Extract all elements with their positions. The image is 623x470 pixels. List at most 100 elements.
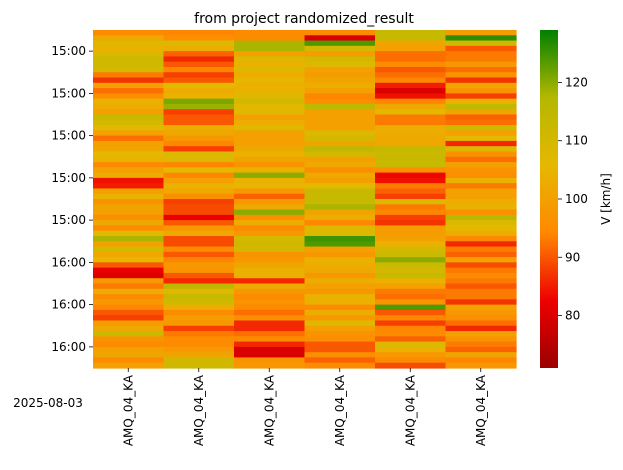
heatmap-cell [163,199,235,205]
heatmap-cell [234,56,306,63]
heatmap-cell [304,77,376,84]
heatmap-cell [304,162,376,168]
heatmap-cell [93,93,165,100]
heatmap-cell [163,214,235,221]
heatmap-cell [445,299,517,306]
heatmap-cell [304,262,376,269]
heatmap-cell [304,135,376,142]
heatmap-cell [93,325,165,332]
heatmap-cell [93,167,165,174]
heatmap-cell [163,40,235,47]
heatmap-cell [304,272,376,279]
heatmap-cell [163,77,235,84]
heatmap-cell [163,320,235,327]
heatmap-cell [234,304,306,311]
heatmap-cell [304,315,376,322]
heatmap-cell [163,167,235,174]
heatmap-cell [445,167,517,174]
heatmap-cell [234,35,306,42]
heatmap-cell [93,35,165,42]
heatmap-cell [163,93,235,100]
heatmap-cell [93,40,165,47]
heatmap-cell [93,125,165,131]
heatmap-cell [304,103,376,110]
heatmap-cell [234,72,306,79]
colorbar-label: V [km/h] [599,173,613,225]
y-tick-label: 16:00 [51,298,86,312]
heatmap-cell [304,199,376,205]
heatmap-cell [445,235,517,242]
heatmap-cell [304,125,376,131]
chart-title: from project randomized_result [194,11,414,27]
heatmap-cell [93,177,165,184]
heatmap-cell [163,235,235,242]
heatmap-cell [234,283,306,290]
y-tick-label: 16:00 [51,255,86,269]
heatmap-cell [375,140,447,147]
heatmap-cell [304,251,376,258]
heatmap-cell [163,51,235,58]
heatmap-cell [163,193,235,200]
heatmap-cell [163,162,235,168]
heatmap-cell [375,151,447,158]
heatmap-cell [375,103,447,110]
heatmap-cell [93,288,165,295]
heatmap-cell [445,140,517,147]
heatmap-cell [93,130,165,137]
heatmap-cell [445,77,517,84]
colorbar-tick-label: 80 [565,309,580,323]
heatmap-cell [445,220,517,227]
heatmap-cell [375,220,447,227]
heatmap-cell [445,283,517,290]
heatmap-cell [304,331,376,337]
heatmap-cell [163,357,235,364]
heatmap-cell [234,209,306,216]
heatmap-cell [304,188,376,195]
heatmap-cell [304,346,376,353]
heatmap-cell [93,331,165,337]
heatmap-cell [375,156,447,163]
colorbar-tick-label: 110 [565,134,588,148]
heatmap-cell [93,362,165,369]
heatmap-cell [304,88,376,94]
y-tick-label: 15:00 [51,213,86,227]
heatmap-cell [304,109,376,116]
heatmap-cells [93,30,517,369]
y-axis: 15:00 15:00 15:00 15:00 15:00 16:00 16:00 16:00 [51,44,93,354]
heatmap-cell [163,183,235,190]
heatmap-cell [375,183,447,190]
heatmap-cell [304,119,376,126]
colorbar-ticks: 80 90 100 110 120 [558,75,588,323]
heatmap-cell [375,235,447,242]
heatmap-cell [375,362,447,369]
heatmap-cell [375,320,447,327]
heatmap-cell [304,235,376,242]
heatmap-cell [304,72,376,79]
heatmap-cell [163,204,235,211]
heatmap-cell [163,125,235,131]
heatmap-cell [163,272,235,279]
y-tick-label: 15:00 [51,129,86,143]
heatmap-cell [93,220,165,227]
heatmap-cell [375,299,447,306]
heatmap-cell [304,304,376,311]
heatmap-cell [93,30,165,36]
heatmap-cell [163,220,235,227]
heatmap-cell [304,151,376,158]
heatmap-cell [234,103,306,110]
heatmap-cell [93,72,165,79]
heatmap-cell [445,336,517,343]
heatmap-cell [234,156,306,163]
heatmap-cell [163,315,235,322]
colorbar [540,30,558,368]
heatmap-cell [445,346,517,353]
heatmap-cell [375,315,447,322]
heatmap-cell [445,209,517,216]
heatmap-cell [234,309,306,316]
heatmap-cell [375,288,447,295]
heatmap-cell [163,241,235,248]
heatmap-cell [163,331,235,337]
heatmap-cell [234,188,306,195]
heatmap-cell [234,288,306,295]
heatmap-cell [304,98,376,105]
